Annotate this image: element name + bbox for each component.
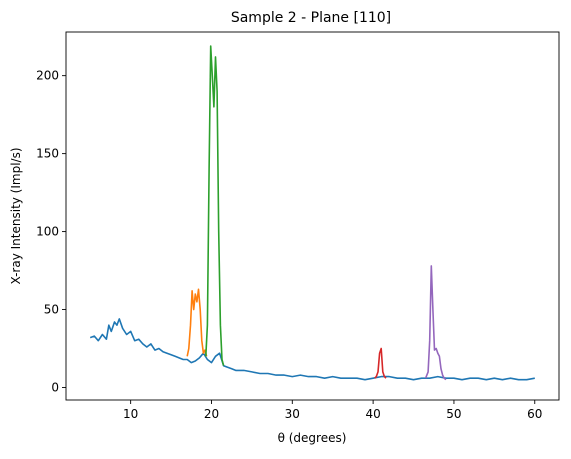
series-line-1 — [89, 318, 535, 381]
series-line-4 — [374, 347, 387, 379]
plot-frame — [65, 31, 560, 401]
y-tick-label: 100 — [36, 225, 59, 239]
y-tick-label: 0 — [51, 381, 59, 395]
x-axis: 10 20 30 40 50 60 — [123, 400, 542, 421]
x-axis-label: θ (degrees) — [278, 431, 347, 445]
y-tick-label: 50 — [44, 303, 59, 317]
x-tick-label: 10 — [123, 407, 138, 421]
x-tick-label: 60 — [527, 407, 542, 421]
chart-title: Sample 2 - Plane [110] — [231, 10, 391, 26]
x-tick-label: 50 — [446, 407, 461, 421]
y-axis: 0 50 100 150 200 — [36, 69, 66, 395]
series-line-5 — [424, 265, 447, 381]
series-line-2 — [186, 288, 208, 357]
x-tick-label: 40 — [365, 407, 380, 421]
series-layer — [89, 45, 535, 381]
x-tick-label: 20 — [204, 407, 219, 421]
y-tick-label: 150 — [36, 147, 59, 161]
x-tick-label: 30 — [285, 407, 300, 421]
y-axis-label: X-ray Intensity (Impl/s) — [9, 147, 23, 284]
y-tick-label: 200 — [36, 69, 59, 83]
series-line-3 — [205, 45, 225, 366]
